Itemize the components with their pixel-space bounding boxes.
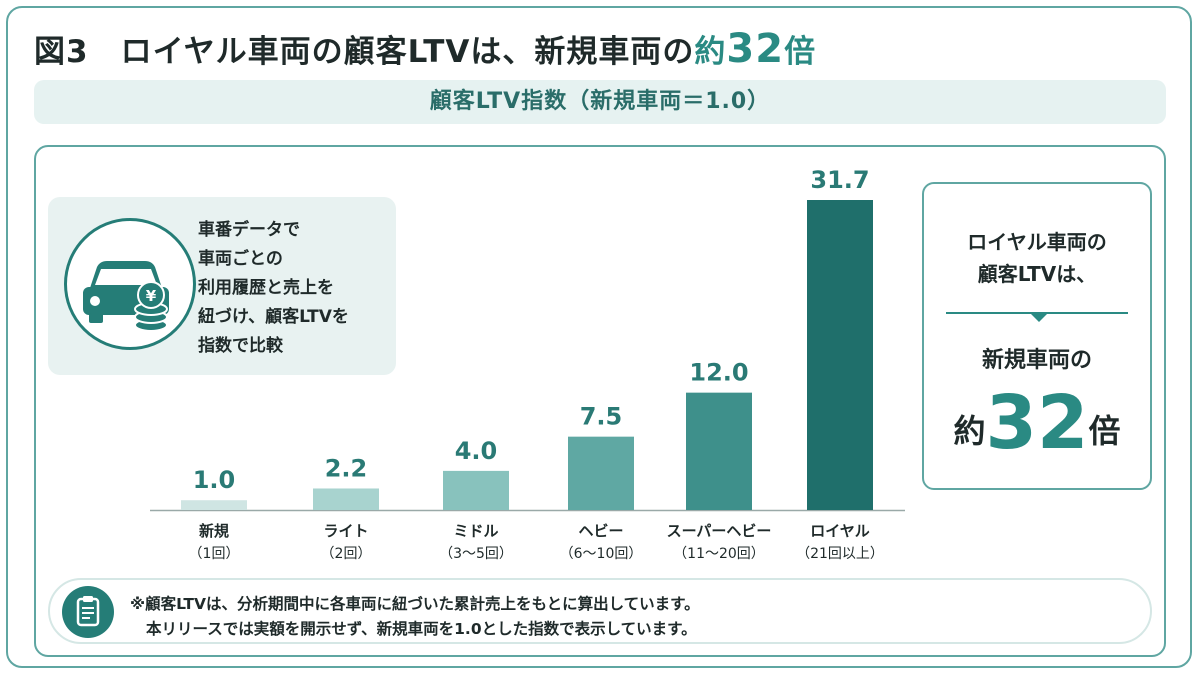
title-accent-pre: 約 [694, 34, 727, 70]
svg-text:¥: ¥ [146, 287, 157, 305]
title-accent-suffix: 倍 [784, 34, 817, 70]
footnote-line1: ※顧客LTVは、分析期間中に各車両に紐づいた累計売上をもとに算出しています。 [130, 595, 700, 613]
callout-pointer-icon [1029, 312, 1049, 322]
footnote-line2: 本リリースでは実額を開示せず、新規車両を1.0とした指数で表示しています。 [146, 620, 697, 638]
bar-1 [313, 488, 379, 510]
x-tick-label: ミドル [453, 522, 498, 540]
callout-suffix: 倍 [1088, 412, 1121, 450]
bar-value-label: 2.2 [325, 454, 368, 482]
bar-value-label: 7.5 [580, 403, 623, 431]
x-tick-label: 新規 [199, 522, 229, 540]
x-tick-sublabel: （6〜10回） [560, 546, 643, 562]
bar-5 [807, 200, 873, 510]
bar-3 [568, 436, 634, 510]
footnote-box [48, 578, 1152, 644]
callout-box: ロイヤル車両の 顧客LTVは、 新規車両の 約32倍 [922, 182, 1152, 490]
info-line: 指数で比較 [198, 336, 283, 356]
info-line: 紐づけ、顧客LTVを [198, 307, 349, 327]
callout-number: 32 [985, 380, 1089, 466]
callout-multiplier: 約32倍 [924, 380, 1150, 466]
callout-line2: 顧客LTVは、 [977, 262, 1097, 286]
figure-title: 図3 ロイヤル車両の顧客LTVは、新規車両の約32倍 [34, 26, 816, 72]
bar-2 [443, 470, 509, 510]
callout-line1: ロイヤル車両の [967, 230, 1107, 254]
x-tick-sublabel: （3〜5回） [439, 546, 513, 562]
x-tick-label: スーパーヘビー [667, 522, 772, 540]
callout-prefix: 約 [953, 412, 986, 450]
info-line: 利用履歴と売上を [198, 278, 334, 298]
bar-value-label: 12.0 [689, 359, 748, 387]
x-tick-sublabel: （2回） [321, 546, 372, 562]
info-text: 車番データで 車両ごとの 利用履歴と売上を 紐づけ、顧客LTVを 指数で比較 [198, 216, 388, 361]
bar-4 [686, 392, 752, 510]
bar-0 [181, 500, 247, 510]
title-prefix: 図3 ロイヤル車両の顧客LTVは、新規車両の [34, 34, 695, 70]
bar-value-label: 31.7 [810, 166, 869, 194]
x-tick-sublabel: （11〜20回） [673, 546, 765, 562]
callout-line3: 新規車両の [981, 348, 1092, 373]
chart-subtitle: 顧客LTV指数（新規車両＝1.0） [34, 80, 1166, 124]
bar-value-label: 1.0 [193, 466, 236, 494]
x-tick-sublabel: （1回） [189, 546, 240, 562]
bar-value-label: 4.0 [455, 437, 498, 465]
title-accent-number: 32 [726, 26, 785, 72]
info-line: 車両ごとの [198, 249, 283, 269]
car-coin-icon: ¥ [64, 218, 196, 350]
x-tick-label: ロイヤル [810, 522, 870, 540]
clipboard-icon [62, 586, 114, 638]
info-line: 車番データで [198, 220, 300, 240]
x-tick-sublabel: （21回以上） [796, 546, 884, 562]
x-tick-label: ライト [323, 522, 368, 540]
x-tick-label: ヘビー [578, 522, 623, 540]
